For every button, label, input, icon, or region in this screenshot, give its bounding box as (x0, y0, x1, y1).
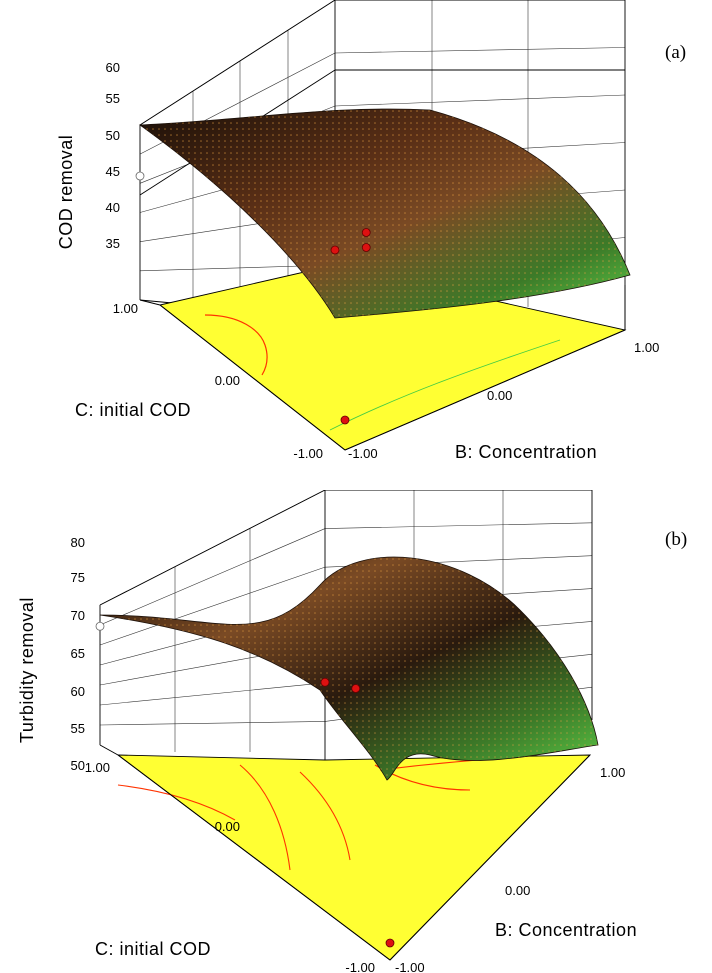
z-tick: 75 (71, 570, 85, 585)
y-axis-title: C: initial COD (75, 400, 191, 420)
design-point (135, 171, 145, 181)
chart-a-surface (138, 108, 631, 319)
chart-b-x-ticks: -1.00 0.00 1.00 (395, 765, 625, 973)
z-tick: 45 (106, 164, 120, 179)
chart-a-svg: 60 55 50 45 40 35 1.00 0.00 -1.00 -1.00 … (56, 0, 686, 462)
chart-a-y-ticks: 1.00 0.00 -1.00 (113, 301, 323, 461)
chart-a-design-points (135, 171, 371, 425)
x-axis-title: B: Concentration (455, 442, 597, 462)
x-tick: -1.00 (348, 446, 378, 461)
y-tick: -1.00 (345, 960, 375, 973)
z-tick: 50 (106, 128, 120, 143)
x-tick: -1.00 (395, 960, 425, 973)
design-point (320, 677, 330, 687)
wall-gridline (334, 94, 626, 107)
x-tick: 0.00 (487, 388, 512, 403)
x-axis-title: B: Concentration (495, 920, 637, 940)
z-tick: 65 (71, 646, 85, 661)
x-tick: 0.00 (505, 883, 530, 898)
z-axis-title: Turbidity removal (17, 597, 37, 743)
wall-gridline (99, 721, 326, 726)
wall-gridline (99, 490, 326, 606)
chart-b-y-ticks: 1.00 0.00 -1.00 (85, 760, 375, 973)
design-point (385, 938, 395, 948)
chart-a-floor-contours (204, 314, 561, 431)
chart-b-svg: 80 75 70 65 60 55 50 1.00 0.00 -1.00 -1.… (17, 490, 687, 973)
design-point (95, 621, 105, 631)
z-axis-title: COD removal (56, 135, 76, 250)
z-tick: 60 (71, 684, 85, 699)
chart-b-design-points (95, 621, 395, 948)
y-tick: -1.00 (293, 446, 323, 461)
panel-label: (b) (665, 529, 687, 550)
wall-gridline (139, 0, 336, 126)
y-tick: 1.00 (113, 301, 138, 316)
x-tick: 1.00 (634, 340, 659, 355)
design-point (351, 684, 361, 693)
z-tick: 60 (106, 60, 120, 75)
panel-b: 80 75 70 65 60 55 50 1.00 0.00 -1.00 -1.… (0, 490, 712, 973)
z-tick: 35 (106, 236, 120, 251)
z-tick: 50 (71, 758, 85, 773)
chart-b-z-ticks: 80 75 70 65 60 55 50 (71, 535, 85, 773)
design-point (330, 245, 340, 255)
wall-gridline (99, 682, 326, 706)
chart-a-front-edges (139, 285, 626, 451)
z-tick: 40 (106, 200, 120, 215)
wall-gridline (99, 528, 326, 626)
y-tick: 0.00 (215, 819, 240, 834)
y-tick: 0.00 (215, 373, 240, 388)
z-tick: 55 (71, 721, 85, 736)
z-tick: 70 (71, 608, 85, 623)
chart-a-z-ticks: 60 55 50 45 40 35 (106, 60, 120, 251)
z-tick: 55 (106, 91, 120, 106)
chart-b-front-edges (99, 744, 591, 961)
chart-a-x-ticks: -1.00 0.00 1.00 (348, 340, 659, 461)
design-point (361, 243, 371, 252)
y-axis-title: C: initial COD (95, 939, 211, 959)
z-tick: 80 (71, 535, 85, 550)
panel-a: 60 55 50 45 40 35 1.00 0.00 -1.00 -1.00 … (56, 0, 686, 462)
wall-gridline (334, 47, 626, 54)
design-point (340, 415, 350, 425)
wall-gridline (99, 566, 326, 646)
design-point (361, 228, 371, 237)
chart-b-surface (99, 556, 599, 781)
x-tick: 1.00 (600, 765, 625, 780)
panel-label: (a) (665, 42, 686, 63)
y-tick: 1.00 (85, 760, 110, 775)
wall-gridline (324, 522, 593, 529)
